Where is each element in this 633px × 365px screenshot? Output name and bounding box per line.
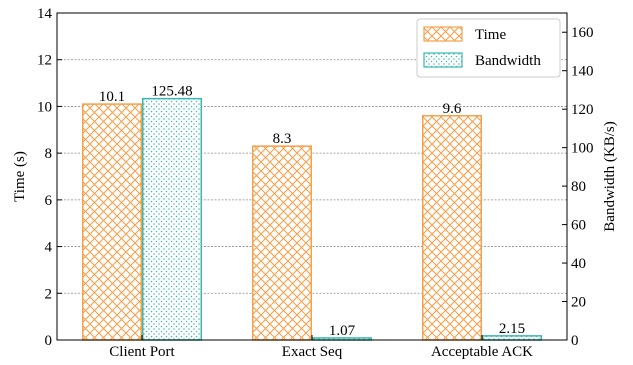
legend-label-time: Time	[475, 27, 506, 43]
y-left-tick-label: 8	[45, 146, 53, 162]
y-axis-left-label: Time (s)	[12, 151, 28, 202]
bar-time	[82, 103, 142, 341]
x-tick-label: Acceptable ACK	[431, 344, 533, 360]
data-label-time: 9.6	[443, 101, 462, 117]
legend-swatch-bandwidth	[423, 52, 463, 68]
y-left-tick-label: 10	[37, 99, 52, 115]
legend-label-bandwidth: Bandwidth	[475, 53, 541, 69]
y-left-tick-label: 0	[45, 333, 53, 349]
y-axis-right-label: Bandwidth (KB/s)	[602, 121, 618, 231]
data-label-time: 8.3	[273, 131, 292, 147]
y-right-tick-label: 20	[571, 295, 586, 311]
data-label-bandwidth: 1.07	[329, 323, 356, 339]
bar-bandwidth	[142, 97, 202, 341]
y-right-tick-label: 120	[571, 102, 594, 118]
y-left-tick-label: 12	[37, 53, 52, 69]
x-tick-label: Client Port	[109, 344, 175, 360]
y-right-tick-label: 80	[571, 179, 586, 195]
y-right-tick-label: 140	[571, 64, 594, 80]
data-label-time: 10.1	[99, 89, 125, 105]
y-left-tick-label: 2	[45, 286, 53, 302]
legend-swatch-time	[423, 26, 463, 42]
y-right-tick-label: 40	[571, 256, 586, 272]
y-left-tick-label: 4	[45, 240, 53, 256]
y-left-tick-label: 14	[37, 6, 53, 22]
y-right-tick-label: 60	[571, 218, 586, 234]
bar-time	[252, 145, 312, 341]
y-right-tick-label: 0	[571, 333, 579, 349]
y-left-tick-label: 6	[45, 193, 53, 209]
y-right-tick-label: 100	[571, 141, 594, 157]
y-right-tick-label: 160	[571, 25, 594, 41]
x-tick-label: Exact Seq	[282, 344, 343, 360]
data-label-bandwidth: 125.48	[151, 84, 192, 100]
data-label-bandwidth: 2.15	[499, 321, 525, 337]
legend: Time Bandwidth	[416, 18, 561, 78]
bar-time	[422, 115, 482, 341]
